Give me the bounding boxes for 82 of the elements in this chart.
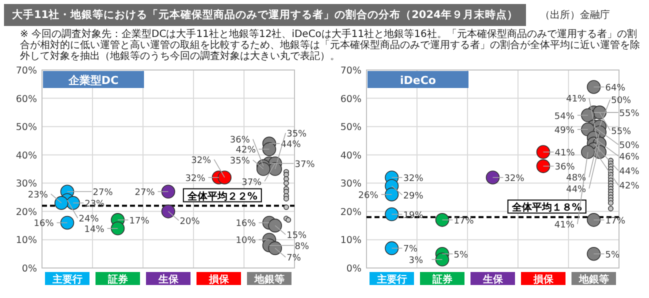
x-tick-label: 損保 <box>532 274 554 286</box>
data-label: 44% <box>619 167 640 178</box>
data-label: 17% <box>605 216 626 226</box>
chart-title: 企業型DC <box>67 74 119 87</box>
y-tick-label: 0% <box>346 264 362 274</box>
data-label: 29% <box>403 191 424 202</box>
data-label: 32% <box>504 174 525 184</box>
y-tick-label: 50% <box>340 122 362 134</box>
y-tick-label: 10% <box>16 235 37 246</box>
data-label: 26% <box>358 190 379 201</box>
data-label: 32% <box>403 174 424 184</box>
data-label: 36% <box>230 136 250 146</box>
data-label: 24% <box>78 214 100 225</box>
data-label: 37% <box>242 178 262 188</box>
y-tick-label: 60% <box>16 94 37 105</box>
y-tick-label: 10% <box>340 235 362 246</box>
data-label: 41% <box>566 94 587 105</box>
data-label: 42% <box>236 146 256 156</box>
data-label: 37% <box>294 160 316 170</box>
data-label: 35% <box>230 156 250 166</box>
data-label: 41% <box>554 220 575 231</box>
y-tick-label: 30% <box>16 178 37 190</box>
x-tick-label: 証券 <box>431 274 454 286</box>
y-tick-label: 70% <box>16 66 37 76</box>
data-label: 32% <box>185 174 206 184</box>
data-label: 42% <box>619 182 640 192</box>
data-label: 5% <box>605 250 620 260</box>
ref-line-label: 全体平均１８% <box>510 202 582 214</box>
x-tick-label: 証券 <box>106 274 129 286</box>
x-tick-label: 地銀等 <box>253 274 284 286</box>
data-label: 27% <box>134 188 156 198</box>
chart-title: iDeCo <box>400 74 436 87</box>
x-tick-label: 生保 <box>482 274 504 286</box>
x-tick-label: 主要行 <box>376 274 407 286</box>
data-label: 16% <box>34 219 54 230</box>
data-label: 44% <box>566 185 587 196</box>
x-tick-label: 生保 <box>157 274 180 286</box>
x-tick-label: 主要行 <box>51 274 82 286</box>
data-label: 16% <box>236 219 256 230</box>
data-label: 55% <box>611 126 632 137</box>
data-label: 10% <box>236 236 256 246</box>
data-label: 17% <box>129 216 150 226</box>
text: （出所）金融庁 <box>540 8 610 22</box>
data-label: 35% <box>286 130 308 140</box>
y-tick-label: 50% <box>16 122 37 134</box>
x-tick-label: 損保 <box>208 274 230 286</box>
data-label: 15% <box>286 231 308 242</box>
data-label: 46% <box>619 152 640 162</box>
y-tick-label: 60% <box>340 94 362 105</box>
data-label: 49% <box>554 126 575 136</box>
data-label: 23% <box>28 190 48 200</box>
ref-line-label: 全体平均２２% <box>186 190 258 202</box>
data-label: 7% <box>286 254 302 264</box>
data-label: 32% <box>191 156 212 166</box>
data-label: 19% <box>403 210 424 221</box>
y-tick-label: 40% <box>16 150 37 162</box>
data-label: 8% <box>294 242 310 252</box>
data-label: 3% <box>408 256 424 266</box>
data-label: 55% <box>619 108 640 119</box>
text: ※ 今回の調査対象先：企業型DCは大手11社と地銀等12社、iDeCoは大手11社と地銀等16社。「元本確保型商品のみで運用する者」の割合が相対的に低い運管と高い運管の取組を比較するため、地銀等は「元本確保型商品のみで運用する者」の割合が全体平均に近い運管を除外して対象を抽出（地銀等のうち今回の調査対象は大きい丸で表記）。 <box>20 29 641 62</box>
data-label: 5% <box>454 250 468 260</box>
y-tick-label: 0% <box>22 264 37 274</box>
y-tick-label: 70% <box>340 66 362 76</box>
data-label: 14% <box>84 224 105 235</box>
data-label: 50% <box>611 96 632 106</box>
data-label: 36% <box>554 162 576 173</box>
data-label: 54% <box>554 112 575 122</box>
y-tick-label: 40% <box>340 150 362 162</box>
x-tick-label: 地銀等 <box>578 274 609 286</box>
data-label: 41% <box>554 148 576 159</box>
data-label: 50% <box>619 141 640 152</box>
y-tick-label: 20% <box>16 206 37 218</box>
data-label: 44% <box>280 140 302 150</box>
data-label: 27% <box>92 188 114 198</box>
text: 大手11社・地銀等における「元本確保型商品のみで運用する者」の割合の分布（2024年９月末時点） <box>4 4 526 26</box>
data-label: 7% <box>403 244 418 255</box>
data-label: 48% <box>566 174 587 184</box>
y-tick-label: 30% <box>340 178 362 190</box>
data-label: 64% <box>605 83 626 94</box>
data-label: 20% <box>180 216 200 227</box>
data-label: 17% <box>454 216 474 226</box>
y-tick-label: 20% <box>340 206 362 218</box>
